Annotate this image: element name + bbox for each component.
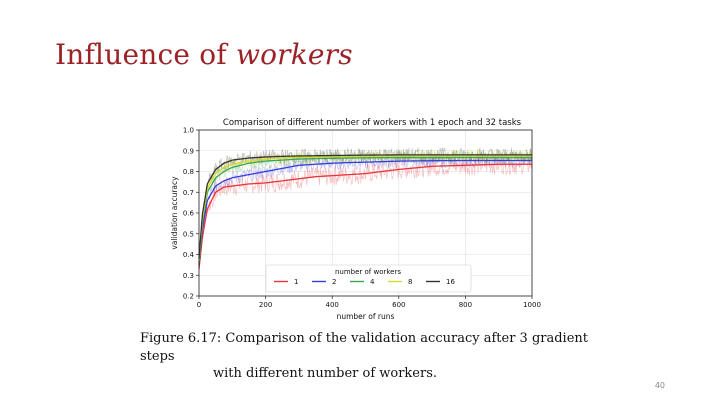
tick-layer: 0 200 400 600 800 1000 0.2 0.3 0.4 0.5 0.6 0.7 0.8 0.…: [183, 127, 541, 310]
y-tick-label: 0.6: [183, 210, 195, 218]
noise-layer: [198, 147, 533, 270]
y-tick-label: 0.3: [183, 272, 194, 280]
y-tick-label: 0.9: [183, 147, 194, 155]
chart-title: Comparison of different number of worker…: [223, 118, 522, 128]
y-tick-label: 1.0: [183, 127, 194, 135]
legend-items: 1 2 4 8 16: [274, 278, 455, 286]
x-tick-label: 1000: [523, 301, 541, 309]
series-4-line: [198, 156, 532, 263]
series-1-line: [198, 163, 532, 270]
series-raw-2-line: [198, 152, 533, 267]
legend-label-4: 4: [370, 278, 375, 286]
y-tick-label: 0.8: [183, 168, 194, 176]
legend-box: [265, 264, 472, 293]
series-8-line: [198, 155, 532, 261]
accuracy-chart: Comparison of different number of worker…: [170, 118, 541, 321]
figure-caption: Figure 6.17: Comparison of the validatio…: [140, 330, 600, 383]
legend-label-16: 16: [446, 278, 455, 286]
series-layer: [198, 154, 532, 270]
series-16-line: [198, 154, 532, 259]
y-tick-label: 0.4: [183, 251, 195, 259]
legend-title: number of workers: [335, 268, 401, 276]
caption-line-1: Figure 6.17: Comparison of the validatio…: [140, 331, 588, 364]
caption-line-2: with different number of workers.: [213, 366, 438, 382]
x-tick-label: 200: [259, 301, 272, 309]
y-tick-label: 0.7: [183, 189, 194, 197]
legend-label-8: 8: [408, 278, 412, 286]
x-tick-label: 600: [392, 301, 405, 309]
slide-title-main: Influence of: [55, 38, 227, 71]
y-tick-label: 0.2: [183, 293, 194, 301]
slide-title-italic: workers: [235, 38, 353, 71]
series-2-line: [198, 159, 532, 265]
legend-label-1: 1: [294, 278, 298, 286]
x-axis-label: number of runs: [337, 312, 395, 321]
slide-title: Influence of workers: [55, 38, 353, 71]
x-tick-label: 0: [197, 301, 201, 309]
y-tick-label: 0.5: [183, 230, 194, 238]
page-number: 40: [654, 381, 665, 390]
x-tick-label: 800: [459, 301, 472, 309]
series-raw-1-line: [198, 153, 533, 270]
x-tick-label: 400: [326, 301, 339, 309]
legend-label-2: 2: [332, 278, 336, 286]
legend: number of workers 1 2 4 8 16: [265, 264, 472, 293]
series-raw-4-line: [198, 149, 533, 262]
y-axis-label: validation accuracy: [170, 176, 179, 250]
chart-figure: Comparison of different number of worker…: [162, 108, 542, 326]
